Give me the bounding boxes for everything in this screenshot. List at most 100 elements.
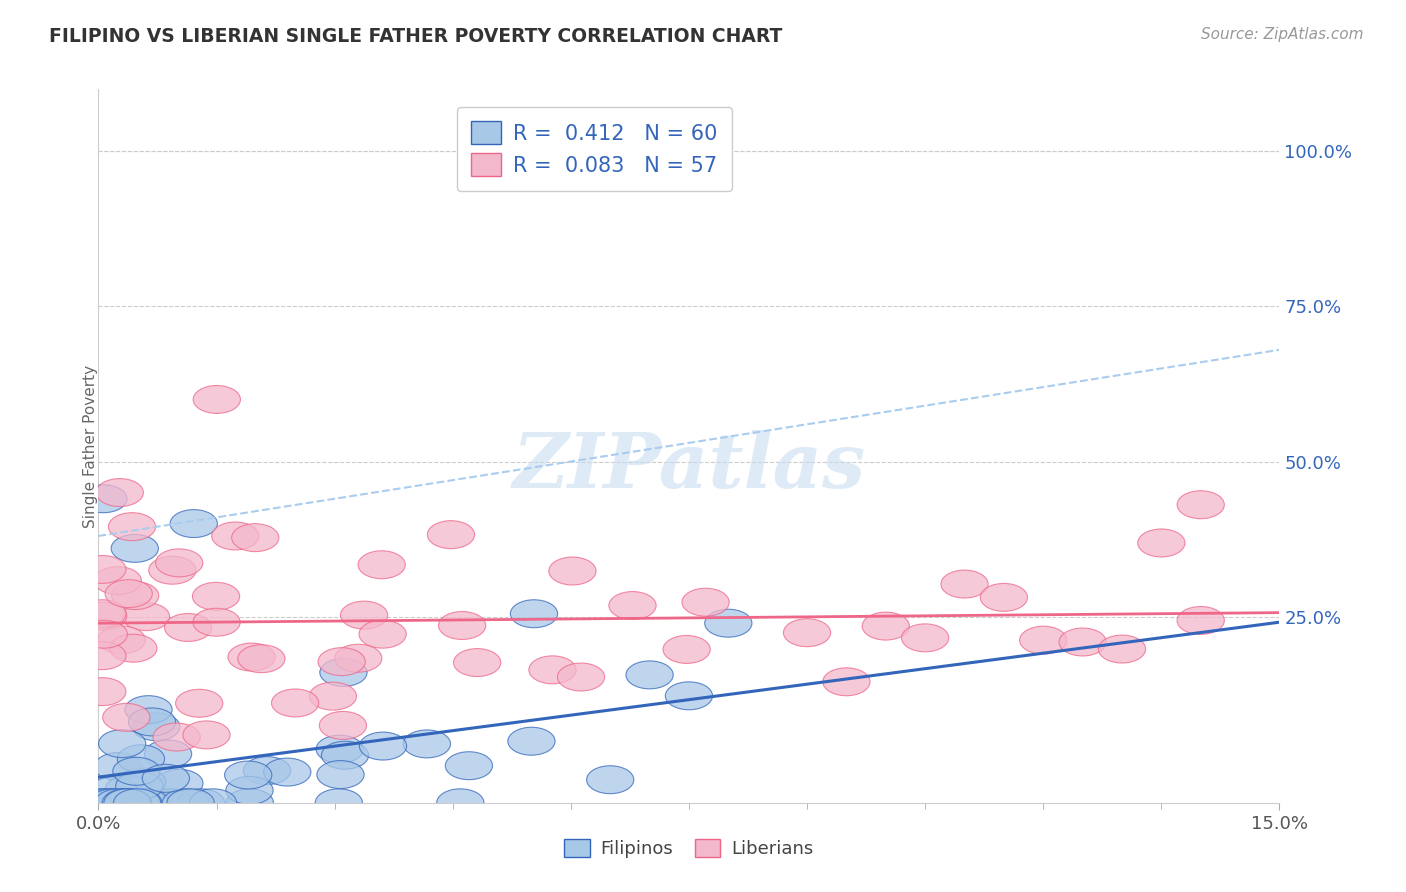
- Ellipse shape: [121, 789, 169, 817]
- Ellipse shape: [170, 509, 218, 538]
- Ellipse shape: [704, 609, 752, 637]
- Ellipse shape: [94, 753, 142, 780]
- Ellipse shape: [80, 602, 127, 630]
- Ellipse shape: [79, 641, 127, 670]
- Ellipse shape: [122, 603, 170, 631]
- Ellipse shape: [510, 599, 558, 628]
- Ellipse shape: [118, 768, 166, 796]
- Ellipse shape: [1059, 628, 1107, 656]
- Ellipse shape: [176, 690, 222, 717]
- Ellipse shape: [359, 620, 406, 648]
- Ellipse shape: [664, 635, 710, 664]
- Ellipse shape: [110, 634, 157, 662]
- Ellipse shape: [508, 727, 555, 756]
- Ellipse shape: [108, 513, 156, 541]
- Ellipse shape: [437, 789, 484, 817]
- Ellipse shape: [1177, 491, 1225, 518]
- Ellipse shape: [79, 789, 127, 817]
- Ellipse shape: [359, 550, 405, 579]
- Ellipse shape: [79, 556, 127, 583]
- Ellipse shape: [153, 723, 200, 751]
- Ellipse shape: [105, 580, 152, 607]
- Ellipse shape: [309, 682, 357, 710]
- Ellipse shape: [404, 730, 450, 758]
- Ellipse shape: [156, 549, 202, 577]
- Ellipse shape: [193, 385, 240, 413]
- Ellipse shape: [167, 789, 214, 817]
- Ellipse shape: [118, 789, 166, 817]
- Ellipse shape: [226, 789, 273, 817]
- Ellipse shape: [232, 524, 278, 551]
- Ellipse shape: [823, 668, 870, 696]
- Ellipse shape: [96, 789, 142, 817]
- Ellipse shape: [212, 522, 259, 550]
- Y-axis label: Single Father Poverty: Single Father Poverty: [83, 365, 97, 527]
- Ellipse shape: [115, 772, 163, 800]
- Ellipse shape: [183, 721, 231, 749]
- Ellipse shape: [665, 681, 713, 710]
- Ellipse shape: [318, 648, 366, 675]
- Text: Source: ZipAtlas.com: Source: ZipAtlas.com: [1201, 27, 1364, 42]
- Ellipse shape: [862, 612, 910, 640]
- Ellipse shape: [112, 757, 160, 785]
- Ellipse shape: [96, 789, 143, 817]
- Ellipse shape: [190, 789, 236, 817]
- Ellipse shape: [682, 588, 730, 616]
- Ellipse shape: [114, 789, 160, 817]
- Ellipse shape: [225, 761, 271, 789]
- Ellipse shape: [80, 789, 127, 817]
- Ellipse shape: [105, 776, 152, 804]
- Ellipse shape: [103, 789, 149, 817]
- Ellipse shape: [156, 770, 202, 797]
- Ellipse shape: [980, 583, 1028, 611]
- Text: ZIPatlas: ZIPatlas: [512, 431, 866, 504]
- Ellipse shape: [557, 663, 605, 691]
- Ellipse shape: [316, 735, 363, 764]
- Ellipse shape: [90, 777, 138, 805]
- Ellipse shape: [319, 658, 367, 686]
- Ellipse shape: [112, 789, 160, 817]
- Ellipse shape: [128, 708, 176, 736]
- Ellipse shape: [529, 656, 576, 684]
- Ellipse shape: [162, 789, 209, 817]
- Ellipse shape: [89, 789, 136, 817]
- Ellipse shape: [315, 789, 363, 817]
- Ellipse shape: [79, 599, 127, 628]
- Ellipse shape: [1137, 529, 1185, 557]
- Ellipse shape: [586, 765, 634, 794]
- Ellipse shape: [340, 601, 388, 629]
- Ellipse shape: [941, 570, 988, 598]
- Ellipse shape: [79, 678, 127, 706]
- Ellipse shape: [98, 626, 145, 654]
- Ellipse shape: [1019, 626, 1067, 654]
- Legend: Filipinos, Liberians: Filipinos, Liberians: [557, 831, 821, 865]
- Ellipse shape: [124, 789, 170, 817]
- Ellipse shape: [104, 789, 152, 817]
- Ellipse shape: [111, 582, 159, 609]
- Ellipse shape: [264, 758, 311, 786]
- Ellipse shape: [132, 713, 180, 740]
- Ellipse shape: [360, 732, 406, 760]
- Ellipse shape: [271, 689, 319, 717]
- Ellipse shape: [446, 752, 492, 780]
- Ellipse shape: [335, 644, 382, 673]
- Ellipse shape: [149, 557, 195, 584]
- Ellipse shape: [79, 789, 127, 817]
- Ellipse shape: [145, 740, 191, 768]
- Ellipse shape: [1098, 635, 1146, 663]
- Ellipse shape: [111, 534, 159, 562]
- Text: FILIPINO VS LIBERIAN SINGLE FATHER POVERTY CORRELATION CHART: FILIPINO VS LIBERIAN SINGLE FATHER POVER…: [49, 27, 783, 45]
- Ellipse shape: [226, 776, 273, 805]
- Ellipse shape: [104, 789, 152, 817]
- Ellipse shape: [901, 624, 949, 652]
- Ellipse shape: [548, 558, 596, 585]
- Ellipse shape: [80, 484, 127, 513]
- Ellipse shape: [177, 789, 225, 817]
- Ellipse shape: [319, 712, 367, 739]
- Ellipse shape: [98, 730, 146, 757]
- Ellipse shape: [316, 761, 364, 789]
- Ellipse shape: [94, 566, 142, 595]
- Ellipse shape: [142, 764, 190, 792]
- Ellipse shape: [114, 789, 162, 817]
- Ellipse shape: [165, 614, 212, 641]
